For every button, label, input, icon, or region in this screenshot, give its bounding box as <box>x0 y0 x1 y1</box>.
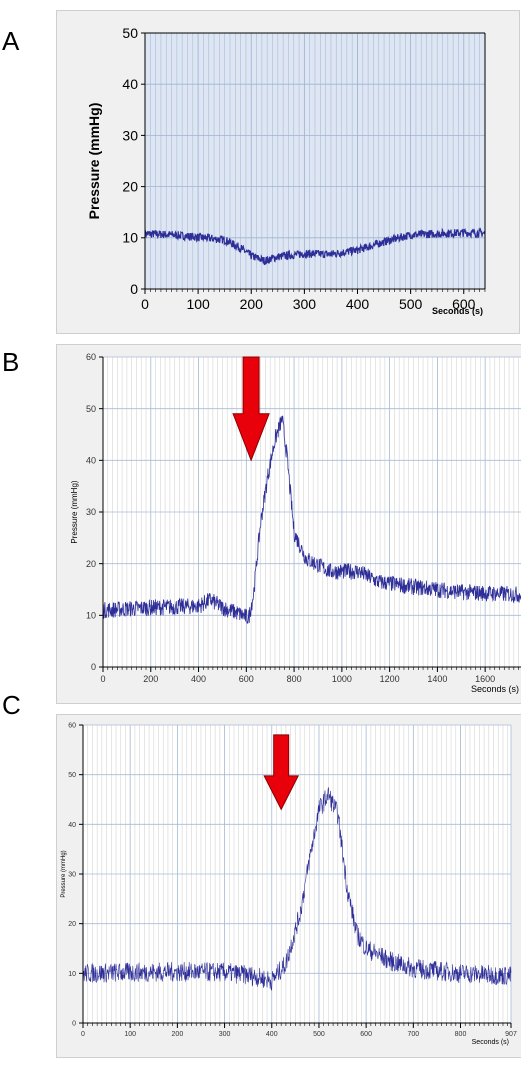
y-tick-label: 50 <box>122 25 138 41</box>
x-tick-label: 600 <box>239 674 254 684</box>
x-tick-label: 0 <box>141 296 149 312</box>
y-tick-label: 10 <box>122 230 138 246</box>
panel-letter-b: B <box>2 347 20 377</box>
pressure-trace <box>102 415 521 624</box>
y-tick-label: 50 <box>68 772 76 779</box>
x-axis-label: Seconds (s) <box>432 306 483 316</box>
x-axis-label: Seconds (s) <box>471 684 519 694</box>
y-tick-label: 10 <box>68 971 76 978</box>
x-tick-label: 300 <box>293 296 317 312</box>
x-tick-label: 500 <box>399 296 423 312</box>
x-tick-label: 1400 <box>427 674 447 684</box>
y-tick-label: 50 <box>86 404 96 414</box>
y-axis-label: Pressure (mmHg) <box>70 480 79 543</box>
x-axis-label: Seconds (s) <box>472 1039 509 1046</box>
y-tick-label: 20 <box>86 559 96 569</box>
panel-letter-a: A <box>2 26 20 56</box>
chart-c-frame: 0 10 20 30 40 50 60 0 100 200 300 400 500 600 700 800 90… <box>56 714 521 1058</box>
pressure-trace <box>82 787 512 991</box>
y-tick-label: 40 <box>86 455 96 465</box>
x-tick-label: 1200 <box>380 674 400 684</box>
x-tick-label: 1600 <box>475 674 495 684</box>
x-tick-label: 200 <box>143 674 158 684</box>
x-tick-label: 100 <box>124 1031 136 1038</box>
x-tick-label: 400 <box>346 296 370 312</box>
x-tick-label: 800 <box>455 1031 467 1038</box>
y-tick-label: 60 <box>86 352 96 362</box>
red-arrow-annotation <box>263 734 300 811</box>
x-tick-label: 0 <box>100 674 105 684</box>
x-tick-label: 400 <box>266 1031 278 1038</box>
y-tick-label: 60 <box>68 722 76 729</box>
x-tick-label: 400 <box>191 674 206 684</box>
chart-a-frame: 0 10 20 30 40 50 0 100 200 300 400 500 600 Seconds (s… <box>56 10 520 334</box>
x-tick-label: 0 <box>81 1031 85 1038</box>
red-arrow-annotation <box>232 356 270 462</box>
y-tick-label: 40 <box>68 822 76 829</box>
y-axis-label: Pressure (mmHg) <box>86 103 102 220</box>
y-axis-label: Pressure (mmHg) <box>61 850 67 897</box>
y-tick-label: 0 <box>72 1020 76 1027</box>
x-tick-label: 200 <box>172 1031 184 1038</box>
pressure-trace <box>144 227 486 266</box>
x-tick-label: 100 <box>186 296 210 312</box>
x-tick-label: 500 <box>313 1031 325 1038</box>
y-tick-label: 30 <box>122 127 138 143</box>
y-tick-label: 30 <box>68 871 76 878</box>
y-tick-label: 20 <box>68 921 76 928</box>
y-tick-label: 20 <box>122 179 138 195</box>
x-tick-label: 907 <box>505 1031 517 1038</box>
y-tick-label: 40 <box>122 76 138 92</box>
x-tick-label: 800 <box>287 674 302 684</box>
chart-b-frame: 0 10 20 30 40 50 60 0 200 400 600 800 1000 1200 1400 16… <box>56 344 521 704</box>
x-tick-label: 600 <box>452 296 476 312</box>
x-tick-label: 300 <box>219 1031 231 1038</box>
y-tick-label: 0 <box>130 281 138 297</box>
x-tick-label: 1000 <box>332 674 352 684</box>
x-tick-label: 200 <box>240 296 264 312</box>
y-tick-label: 10 <box>86 610 96 620</box>
panel-letter-c: C <box>2 690 21 720</box>
y-tick-label: 30 <box>86 507 96 517</box>
x-tick-label: 700 <box>407 1031 419 1038</box>
y-tick-label: 0 <box>91 662 96 672</box>
x-tick-label: 600 <box>360 1031 372 1038</box>
